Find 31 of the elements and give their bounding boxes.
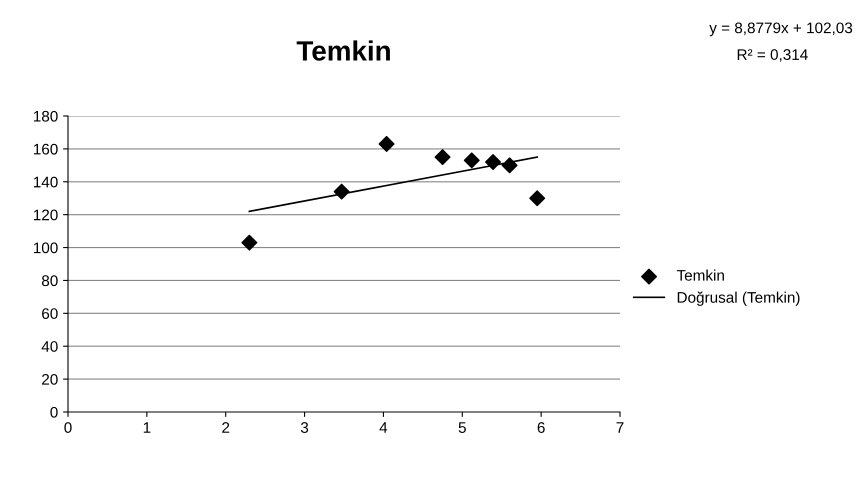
- point: [334, 184, 350, 200]
- y-tick-label: 100: [34, 242, 58, 254]
- x-tick-label: 6: [538, 422, 545, 433]
- y-tick-label: 140: [34, 176, 58, 188]
- x-tick-label: 5: [458, 422, 466, 433]
- y-tick-label: 0: [50, 406, 58, 418]
- x-tick-label: 3: [300, 422, 308, 433]
- legend-label: Temkin: [676, 270, 724, 281]
- y-tick-label: 180: [34, 110, 58, 122]
- text: y = 8,8779x + 102,03: [709, 22, 852, 36]
- x-tick-label: 2: [222, 422, 230, 433]
- point: [241, 234, 258, 251]
- y-tick-label: 120: [34, 210, 58, 220]
- point: [502, 157, 518, 174]
- y-tick-label: 80: [42, 275, 58, 286]
- y-tick-label: 60: [42, 308, 58, 320]
- x-tick-label: 1: [144, 422, 150, 433]
- point: [529, 190, 546, 206]
- y-tick-label: 20: [42, 374, 58, 385]
- point: [378, 136, 395, 152]
- x-tick-label: 4: [380, 422, 388, 433]
- chart-title: Temkin: [296, 40, 390, 61]
- point: [464, 152, 480, 168]
- y-tick-label: 160: [34, 144, 58, 155]
- y-tick-label: 40: [42, 341, 58, 352]
- legend-label: Doğrusal (Temkin): [678, 291, 800, 306]
- point: [434, 149, 451, 166]
- x-tick-label: 7: [616, 422, 624, 433]
- x-tick-label: 0: [64, 422, 72, 433]
- text: R² = 0,314: [738, 49, 808, 62]
- point: [485, 154, 502, 170]
